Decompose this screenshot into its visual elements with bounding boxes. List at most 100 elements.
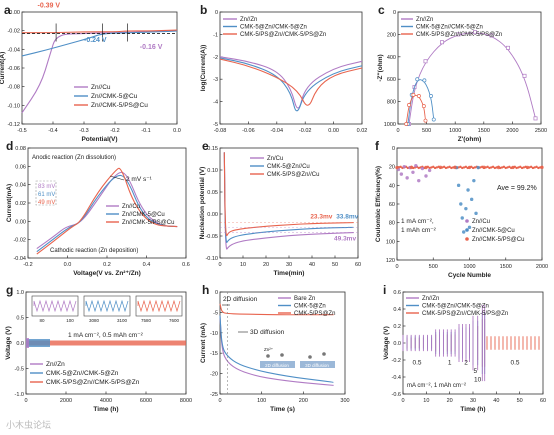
x-tick-label: 20 (263, 262, 269, 268)
diffusion-label: 2D diffusion (223, 296, 258, 303)
y-axis-label: Current(A) (0, 52, 6, 85)
data-point (438, 165, 443, 170)
data-point (515, 166, 518, 170)
data-point (491, 165, 495, 169)
inset-frame (31, 295, 79, 317)
y-tick-label: -0.02 (7, 29, 20, 35)
legend-entry: CMK-5/PS@Zn//CMK-5/PS@Zn (416, 32, 502, 38)
data-point (488, 166, 491, 170)
data-point (414, 164, 418, 168)
ion-dot (308, 355, 312, 359)
y-tick-label: -0.02 (13, 238, 26, 244)
panel-b: b -0.08 -0.06 -0.04 -0.02 0.00 0.02 0 -1 -2 -3 -4 -5… (200, 3, 367, 134)
overpotential-label: 49.3mv (334, 236, 356, 243)
inset-tick-label: 100 (66, 318, 74, 323)
potential-annotation: -0.16 V (140, 44, 163, 51)
data-point (508, 165, 511, 169)
legend-entry: CMK-5@Zn (294, 304, 326, 310)
y-tick-label: 0.02 (15, 201, 26, 207)
y-tick-label: -1.0 (15, 392, 24, 398)
legend-swatch (465, 219, 469, 223)
y-tick-label: 0.05 (207, 190, 218, 196)
data-point (459, 165, 462, 169)
legend-entry: CMK-5/PS@Zn//CMK-5/PS@Zn (422, 311, 508, 317)
ion-dot (266, 354, 270, 358)
cathodic-annotation: Cathodic reaction (Zn deposition) (50, 248, 138, 254)
x-tick-label: -0.02 (299, 128, 312, 134)
data-point (471, 166, 475, 170)
x-tick-label: 0 (401, 398, 404, 404)
y-tick-label: -0.4 (392, 375, 401, 381)
ion-label: Zn²⁺ (264, 347, 274, 352)
y-tick-label: -0.04 (7, 47, 20, 53)
data-point (453, 165, 457, 170)
data-point (466, 188, 470, 192)
series-line-2 (36, 167, 178, 255)
data-point (444, 166, 448, 170)
x-tick-label: 30 (286, 262, 292, 268)
y-tick-label: 800 (387, 100, 396, 106)
x-tick-label: 40 (493, 398, 499, 404)
x-tick-label: 2000 (536, 264, 548, 270)
data-point (472, 178, 476, 183)
y-tick-label: -0.10 (205, 256, 218, 262)
data-point (461, 166, 464, 170)
data-point (506, 166, 509, 169)
data-point (511, 165, 515, 170)
schematic-label: 2D diffusion (265, 363, 289, 368)
plot-frame (219, 291, 346, 395)
data-point (456, 32, 461, 37)
y-tick-label: -0.6 (392, 392, 401, 398)
data-point (399, 165, 402, 169)
x-tick-label: -0.5 (17, 128, 26, 134)
x-tick-label: -0.3 (79, 128, 88, 134)
y-tick-label: -10 (210, 331, 218, 337)
data-point (435, 166, 439, 169)
inset-tick-label: 7600 (169, 318, 180, 323)
x-tick-label: 60 (540, 398, 546, 404)
data-point (464, 206, 468, 211)
series-line-0 (219, 315, 334, 386)
data-point (431, 117, 436, 122)
data-point (529, 165, 533, 169)
y-tick-label: 0.10 (207, 168, 218, 174)
inset-trace (33, 299, 77, 313)
legend-entry: Zn//Cu (91, 84, 111, 91)
x-tick-label: 100 (257, 398, 266, 404)
legend-entry: CMK-5@Zn//CMK-5@Zn (46, 370, 119, 377)
y-tick-label: -4 (213, 100, 218, 106)
legend-entry: Zn//Zn (416, 17, 433, 23)
x-tick-label: 50 (332, 262, 338, 268)
panel-label: e (202, 139, 209, 153)
x-tick-label: 0.4 (143, 262, 151, 268)
x-tick-label: 10 (240, 262, 246, 268)
legend-entry: Zn//CMK-5/PS@Cu (472, 237, 524, 243)
data-point (531, 166, 535, 170)
series-line-0 (36, 171, 178, 250)
y-tick-label: 0.0 (16, 341, 24, 347)
x-axis-label: Time(min) (274, 270, 305, 277)
panel-i: i 0 10 20 30 40 50 60 0.6 0.4 0.2 0.0 -0.2 -0.4 -0.6 Ti… (383, 283, 546, 413)
x-tick-label: 0 (218, 262, 221, 268)
data-point (446, 166, 449, 169)
data-point (432, 165, 435, 169)
voltage-band-2 (26, 340, 186, 346)
rate-label: 0.5 (412, 359, 421, 366)
x-tick-label: -0.1 (141, 128, 150, 134)
legend-swatch (465, 228, 469, 232)
legend-entry: Zn//CMK-5@Cu (472, 228, 515, 234)
legend-entry: CMK-5@Zn//Cu (267, 164, 310, 170)
panel-d: d -0.2 0.0 0.2 0.4 0.6 0.08 0.06 0.04 0.02 0.00 -0.… (6, 139, 190, 277)
x-tick-label: 2000 (60, 398, 72, 404)
series-line-1 (21, 30, 178, 57)
fit-line-0 (408, 32, 536, 125)
y-tick-label: 120 (386, 258, 395, 264)
y-tick-label: -0.06 (7, 66, 20, 72)
inset-trace (137, 299, 181, 313)
inset-trace (85, 299, 129, 313)
x-tick-label: 0.2 (103, 262, 111, 268)
y-tick-label: 80 (389, 221, 395, 227)
legend-entry: Zn//CMK-5/PS@Cu (91, 102, 148, 109)
data-point (423, 59, 428, 64)
